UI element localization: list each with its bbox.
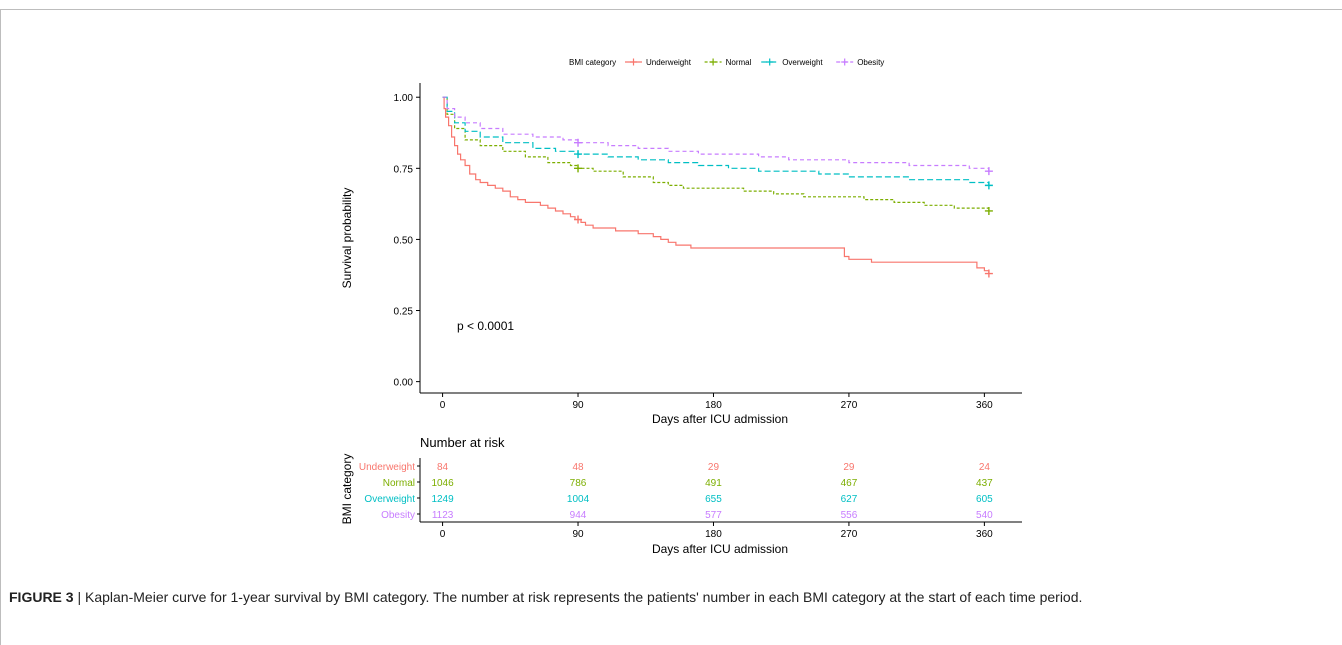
x-axis-title: Days after ICU admission xyxy=(652,412,788,426)
legend-label-normal: Normal xyxy=(726,58,752,67)
risk-cell: 48 xyxy=(572,462,584,473)
censor-mark-obesity xyxy=(984,167,993,176)
risk-table-y-title: BMI category xyxy=(340,454,354,525)
risk-cell: 24 xyxy=(979,462,991,473)
number-at-risk-table: Number at risk BMI category Days after I… xyxy=(340,435,1022,556)
censor-cross xyxy=(984,181,993,190)
risk-x-tick-label: 360 xyxy=(976,529,993,540)
y-tick-label: 0.50 xyxy=(394,235,414,246)
risk-cell: 1046 xyxy=(431,478,454,489)
caption-separator: | xyxy=(73,589,85,605)
censor-mark-overweight xyxy=(574,150,583,159)
legend-key-marker-obesity xyxy=(841,58,849,66)
y-tick-label: 0.25 xyxy=(394,307,414,318)
censor-mark-normal xyxy=(574,164,583,173)
risk-cell: 944 xyxy=(570,510,587,521)
y-tick-label: 0.75 xyxy=(394,164,414,175)
risk-cell: 786 xyxy=(570,478,587,489)
risk-cell: 627 xyxy=(841,494,858,505)
risk-table-x-title: Days after ICU admission xyxy=(652,542,788,556)
risk-cell: 29 xyxy=(708,462,720,473)
censor-cross xyxy=(984,206,993,215)
risk-row-label-normal: Normal xyxy=(383,478,415,489)
risk-cell: 1004 xyxy=(567,494,590,505)
risk-cell: 605 xyxy=(976,494,993,505)
caption-text: Kaplan-Meier curve for 1-year survival b… xyxy=(85,589,1083,605)
legend: BMI category Underweight Normal Overweight… xyxy=(569,58,884,67)
censor-cross xyxy=(984,269,993,278)
legend-key-marker-underweight xyxy=(630,58,637,66)
censor-mark-underweight xyxy=(574,215,583,224)
x-tick-label: 0 xyxy=(440,400,446,411)
legend-key-marker-normal xyxy=(709,58,717,66)
censor-mark-normal xyxy=(984,206,993,215)
figure-caption: FIGURE 3 | Kaplan-Meier curve for 1-year… xyxy=(9,586,1334,608)
censor-mark-obesity xyxy=(574,138,583,147)
censor-cross xyxy=(984,167,993,176)
x-tick-label: 180 xyxy=(705,400,722,411)
risk-cell: 84 xyxy=(437,462,449,473)
risk-row-label-overweight: Overweight xyxy=(364,494,415,505)
y-axis-title: Survival probability xyxy=(340,188,354,289)
risk-cell: 577 xyxy=(705,510,722,521)
frame-top-border xyxy=(0,9,1342,10)
censor-cross xyxy=(574,150,583,159)
x-tick-label: 360 xyxy=(976,400,993,411)
survival-curve-obesity xyxy=(442,96,990,172)
risk-x-tick-label: 90 xyxy=(572,529,584,540)
survival-curve-underweight xyxy=(442,96,990,274)
censor-cross xyxy=(574,138,583,147)
legend-label-underweight: Underweight xyxy=(646,58,692,67)
risk-table-title: Number at risk xyxy=(420,435,505,450)
legend-label-obesity: Obesity xyxy=(857,58,884,67)
risk-cell: 655 xyxy=(705,494,722,505)
risk-x-tick-label: 270 xyxy=(841,529,858,540)
legend-title: BMI category xyxy=(569,58,616,67)
risk-row-label-obesity: Obesity xyxy=(381,510,415,521)
legend-key-marker-overweight xyxy=(766,58,774,66)
risk-cell: 29 xyxy=(843,462,855,473)
risk-cell: 556 xyxy=(841,510,858,521)
risk-cell: 1123 xyxy=(432,510,454,521)
risk-x-tick-label: 180 xyxy=(705,529,722,540)
frame-left-border xyxy=(0,9,1,645)
censor-cross xyxy=(574,164,583,173)
y-tick-label: 0.00 xyxy=(394,378,414,389)
survival-curve-overweight xyxy=(442,96,990,186)
x-tick-label: 90 xyxy=(572,400,584,411)
risk-cell: 1249 xyxy=(431,494,454,505)
survival-curve-normal xyxy=(442,96,990,211)
risk-cell: 437 xyxy=(976,478,993,489)
censor-mark-overweight xyxy=(984,181,993,190)
risk-row-label-underweight: Underweight xyxy=(359,462,415,473)
x-tick-label: 270 xyxy=(841,400,858,411)
y-tick-label: 1.00 xyxy=(394,93,414,104)
legend-label-overweight: Overweight xyxy=(782,58,823,67)
risk-cell: 540 xyxy=(976,510,993,521)
caption-label: FIGURE 3 xyxy=(9,589,74,605)
risk-cell: 491 xyxy=(705,478,722,489)
risk-cell: 467 xyxy=(841,478,858,489)
survival-plot: Survival probability Days after ICU admi… xyxy=(340,83,1022,426)
risk-x-tick-label: 0 xyxy=(440,529,446,540)
censor-mark-underweight xyxy=(984,269,993,278)
p-value-annotation: p < 0.0001 xyxy=(457,319,514,333)
censor-cross xyxy=(574,215,583,224)
